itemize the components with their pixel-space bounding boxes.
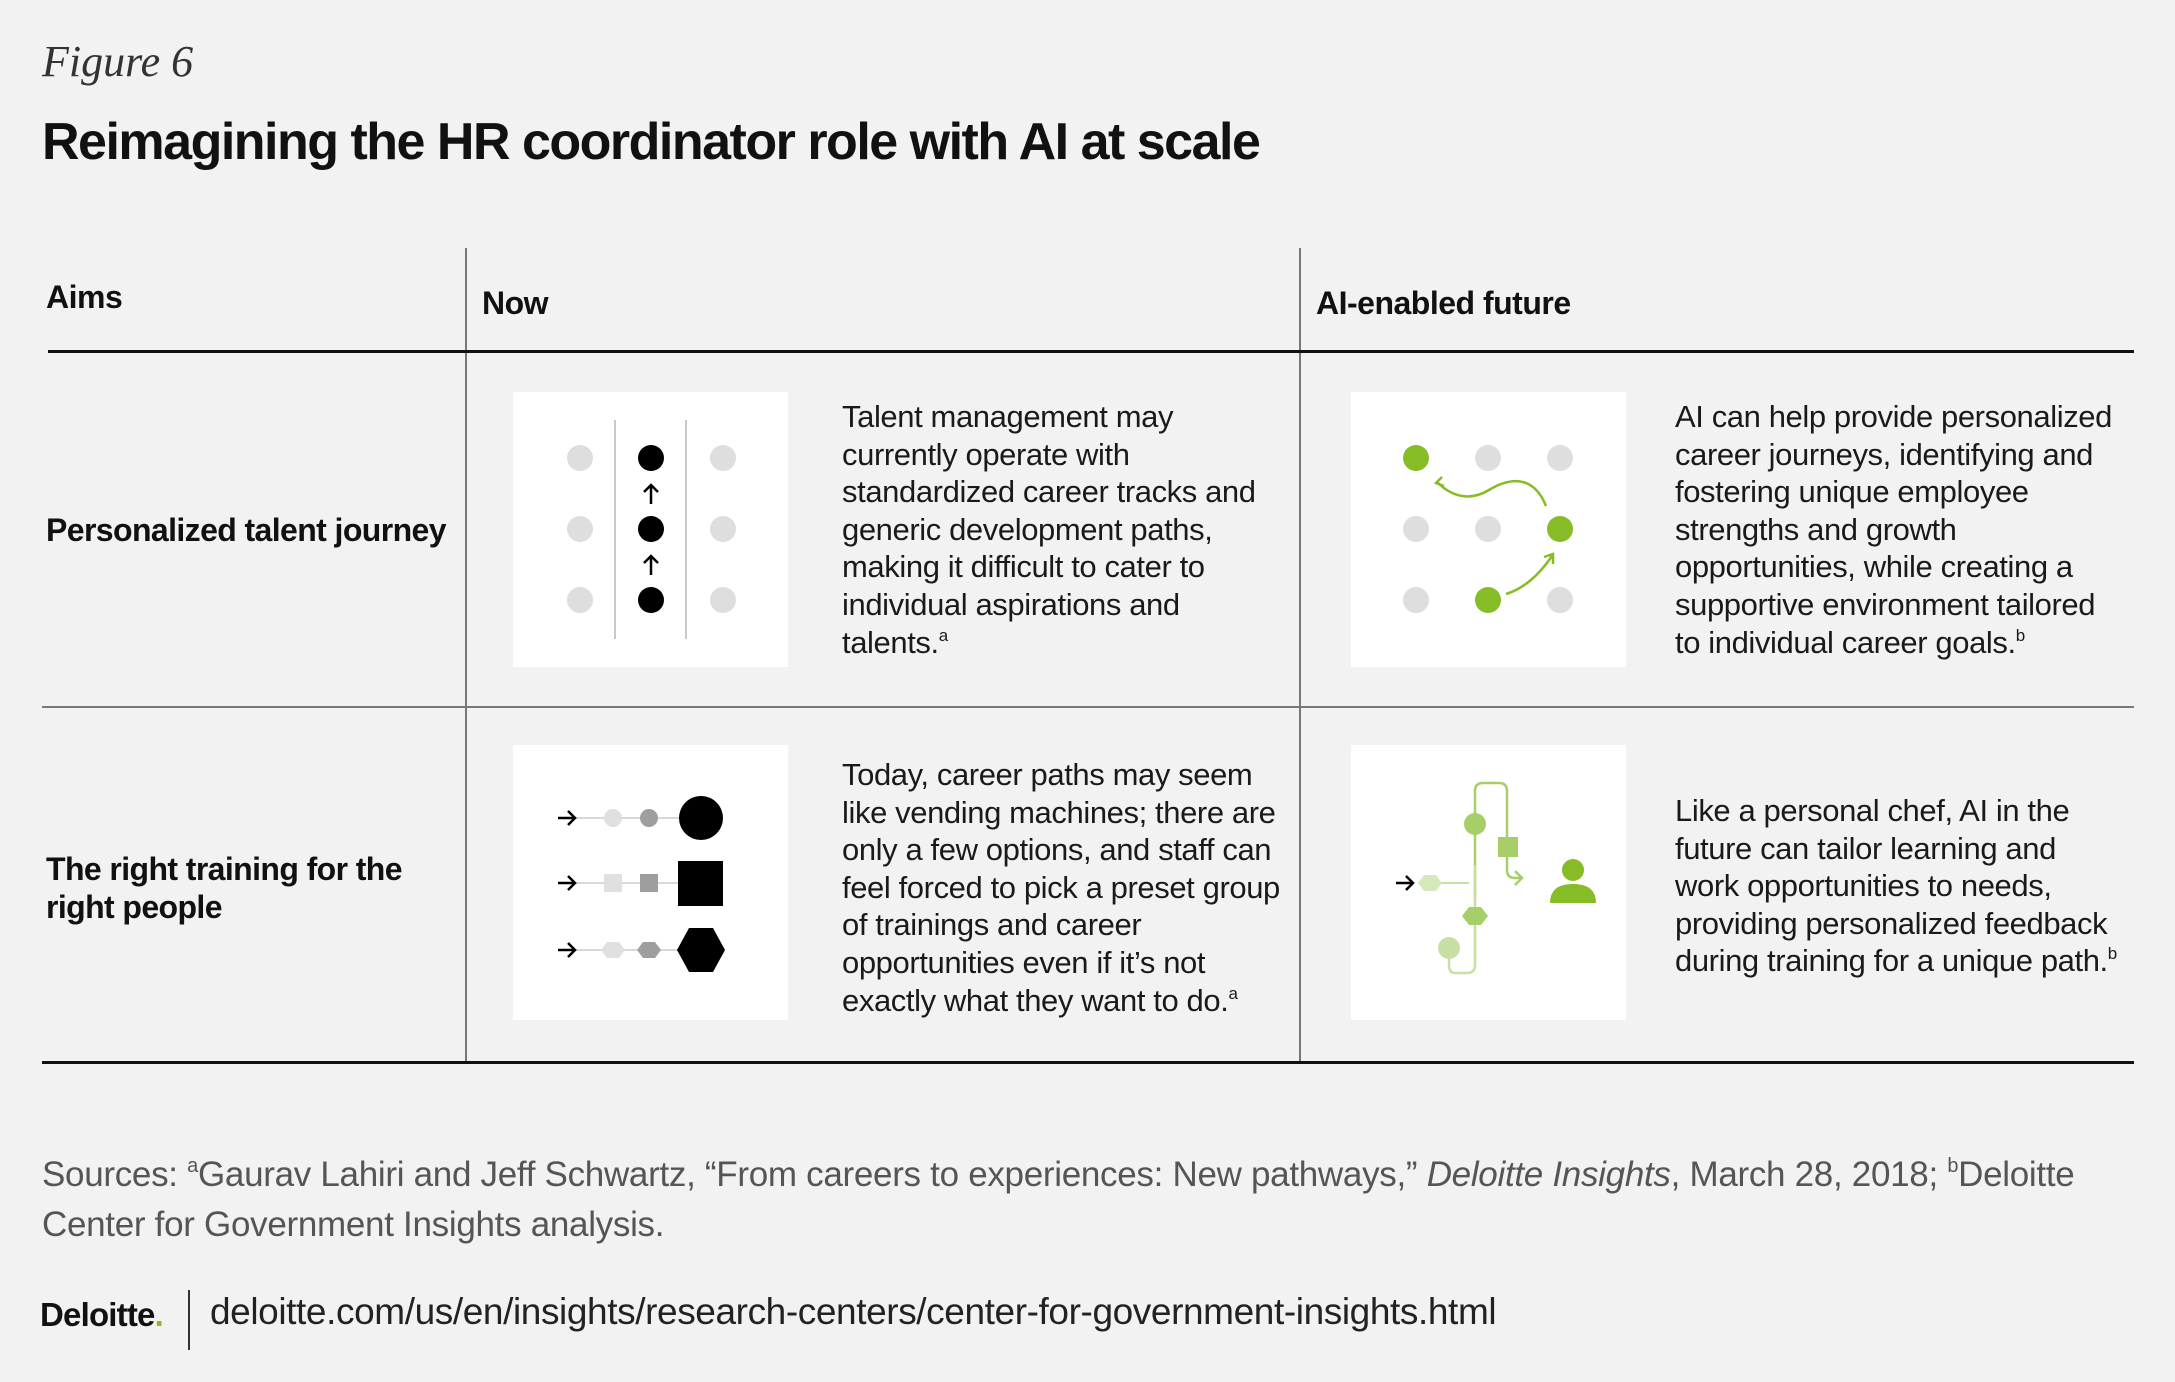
sources-prefix: Sources:: [42, 1155, 188, 1194]
footer-divider: [188, 1290, 190, 1350]
sources-note: Sources: aGaurav Lahiri and Jeff Schwart…: [42, 1150, 2132, 1250]
aim-personalized-talent-journey: Personalized talent journey: [46, 512, 447, 548]
preset-options-icon: [558, 796, 725, 972]
logo-dot: .: [154, 1296, 164, 1333]
future-description-training: Like a personal chef, AI in the future c…: [1675, 792, 2125, 980]
career-track-icon: [567, 420, 736, 639]
now-text: Talent management may currently operate …: [842, 399, 1256, 660]
footnote-marker: a: [1228, 983, 1238, 1003]
deloitte-logo: Deloitte.: [40, 1296, 164, 1334]
source-b-text: Deloitte Center for Government Insights …: [42, 1155, 2075, 1244]
now-description-training: Today, career paths may seem like vendin…: [842, 756, 1282, 1019]
footer-url-link[interactable]: deloitte.com/us/en/insights/research-cen…: [210, 1291, 1497, 1332]
future-description-talent-journey: AI can help provide personalized career …: [1675, 398, 2125, 661]
column-divider-2: [1299, 248, 1301, 1062]
now-description-talent-journey: Talent management may currently operate …: [842, 398, 1262, 661]
now-illustration-vending-machine: [513, 745, 788, 1020]
logo-text: Deloitte: [40, 1296, 155, 1333]
aim-right-training: The right training for the right people: [46, 851, 403, 925]
source-a-date: , March 28, 2018;: [1670, 1155, 1948, 1194]
table-bottom-rule: [42, 1061, 2134, 1064]
row-divider: [42, 706, 2134, 708]
now-illustration-career-track: [513, 392, 788, 667]
footnote-a-marker: a: [187, 1155, 198, 1177]
future-illustration-career-journey: [1351, 392, 1626, 667]
column-header-now: Now: [482, 285, 549, 321]
source-a-text: Gaurav Lahiri and Jeff Schwartz, “From c…: [197, 1155, 1427, 1194]
page-title: Reimagining the HR coordinator role with…: [42, 113, 1261, 171]
header-rule: [48, 350, 2134, 353]
footnote-marker: a: [938, 625, 948, 645]
personalized-journey-icon: [1403, 445, 1573, 613]
column-header-aims: Aims: [46, 279, 123, 315]
footnote-b-marker: b: [1947, 1155, 1959, 1177]
column-header-future: AI-enabled future: [1316, 285, 1571, 321]
figure-label: Figure 6: [42, 37, 194, 86]
now-text: Today, career paths may seem like vendin…: [842, 757, 1280, 1018]
column-divider-1: [465, 248, 467, 1062]
tailored-path-icon: [1396, 781, 1596, 975]
source-a-publication: Deloitte Insights: [1426, 1155, 1671, 1194]
footnote-marker: b: [2107, 944, 2117, 964]
future-illustration-personal-chef: [1351, 745, 1626, 1020]
future-text: Like a personal chef, AI in the future c…: [1675, 793, 2108, 979]
footnote-marker: b: [2015, 625, 2025, 645]
future-text: AI can help provide personalized career …: [1675, 399, 2112, 660]
